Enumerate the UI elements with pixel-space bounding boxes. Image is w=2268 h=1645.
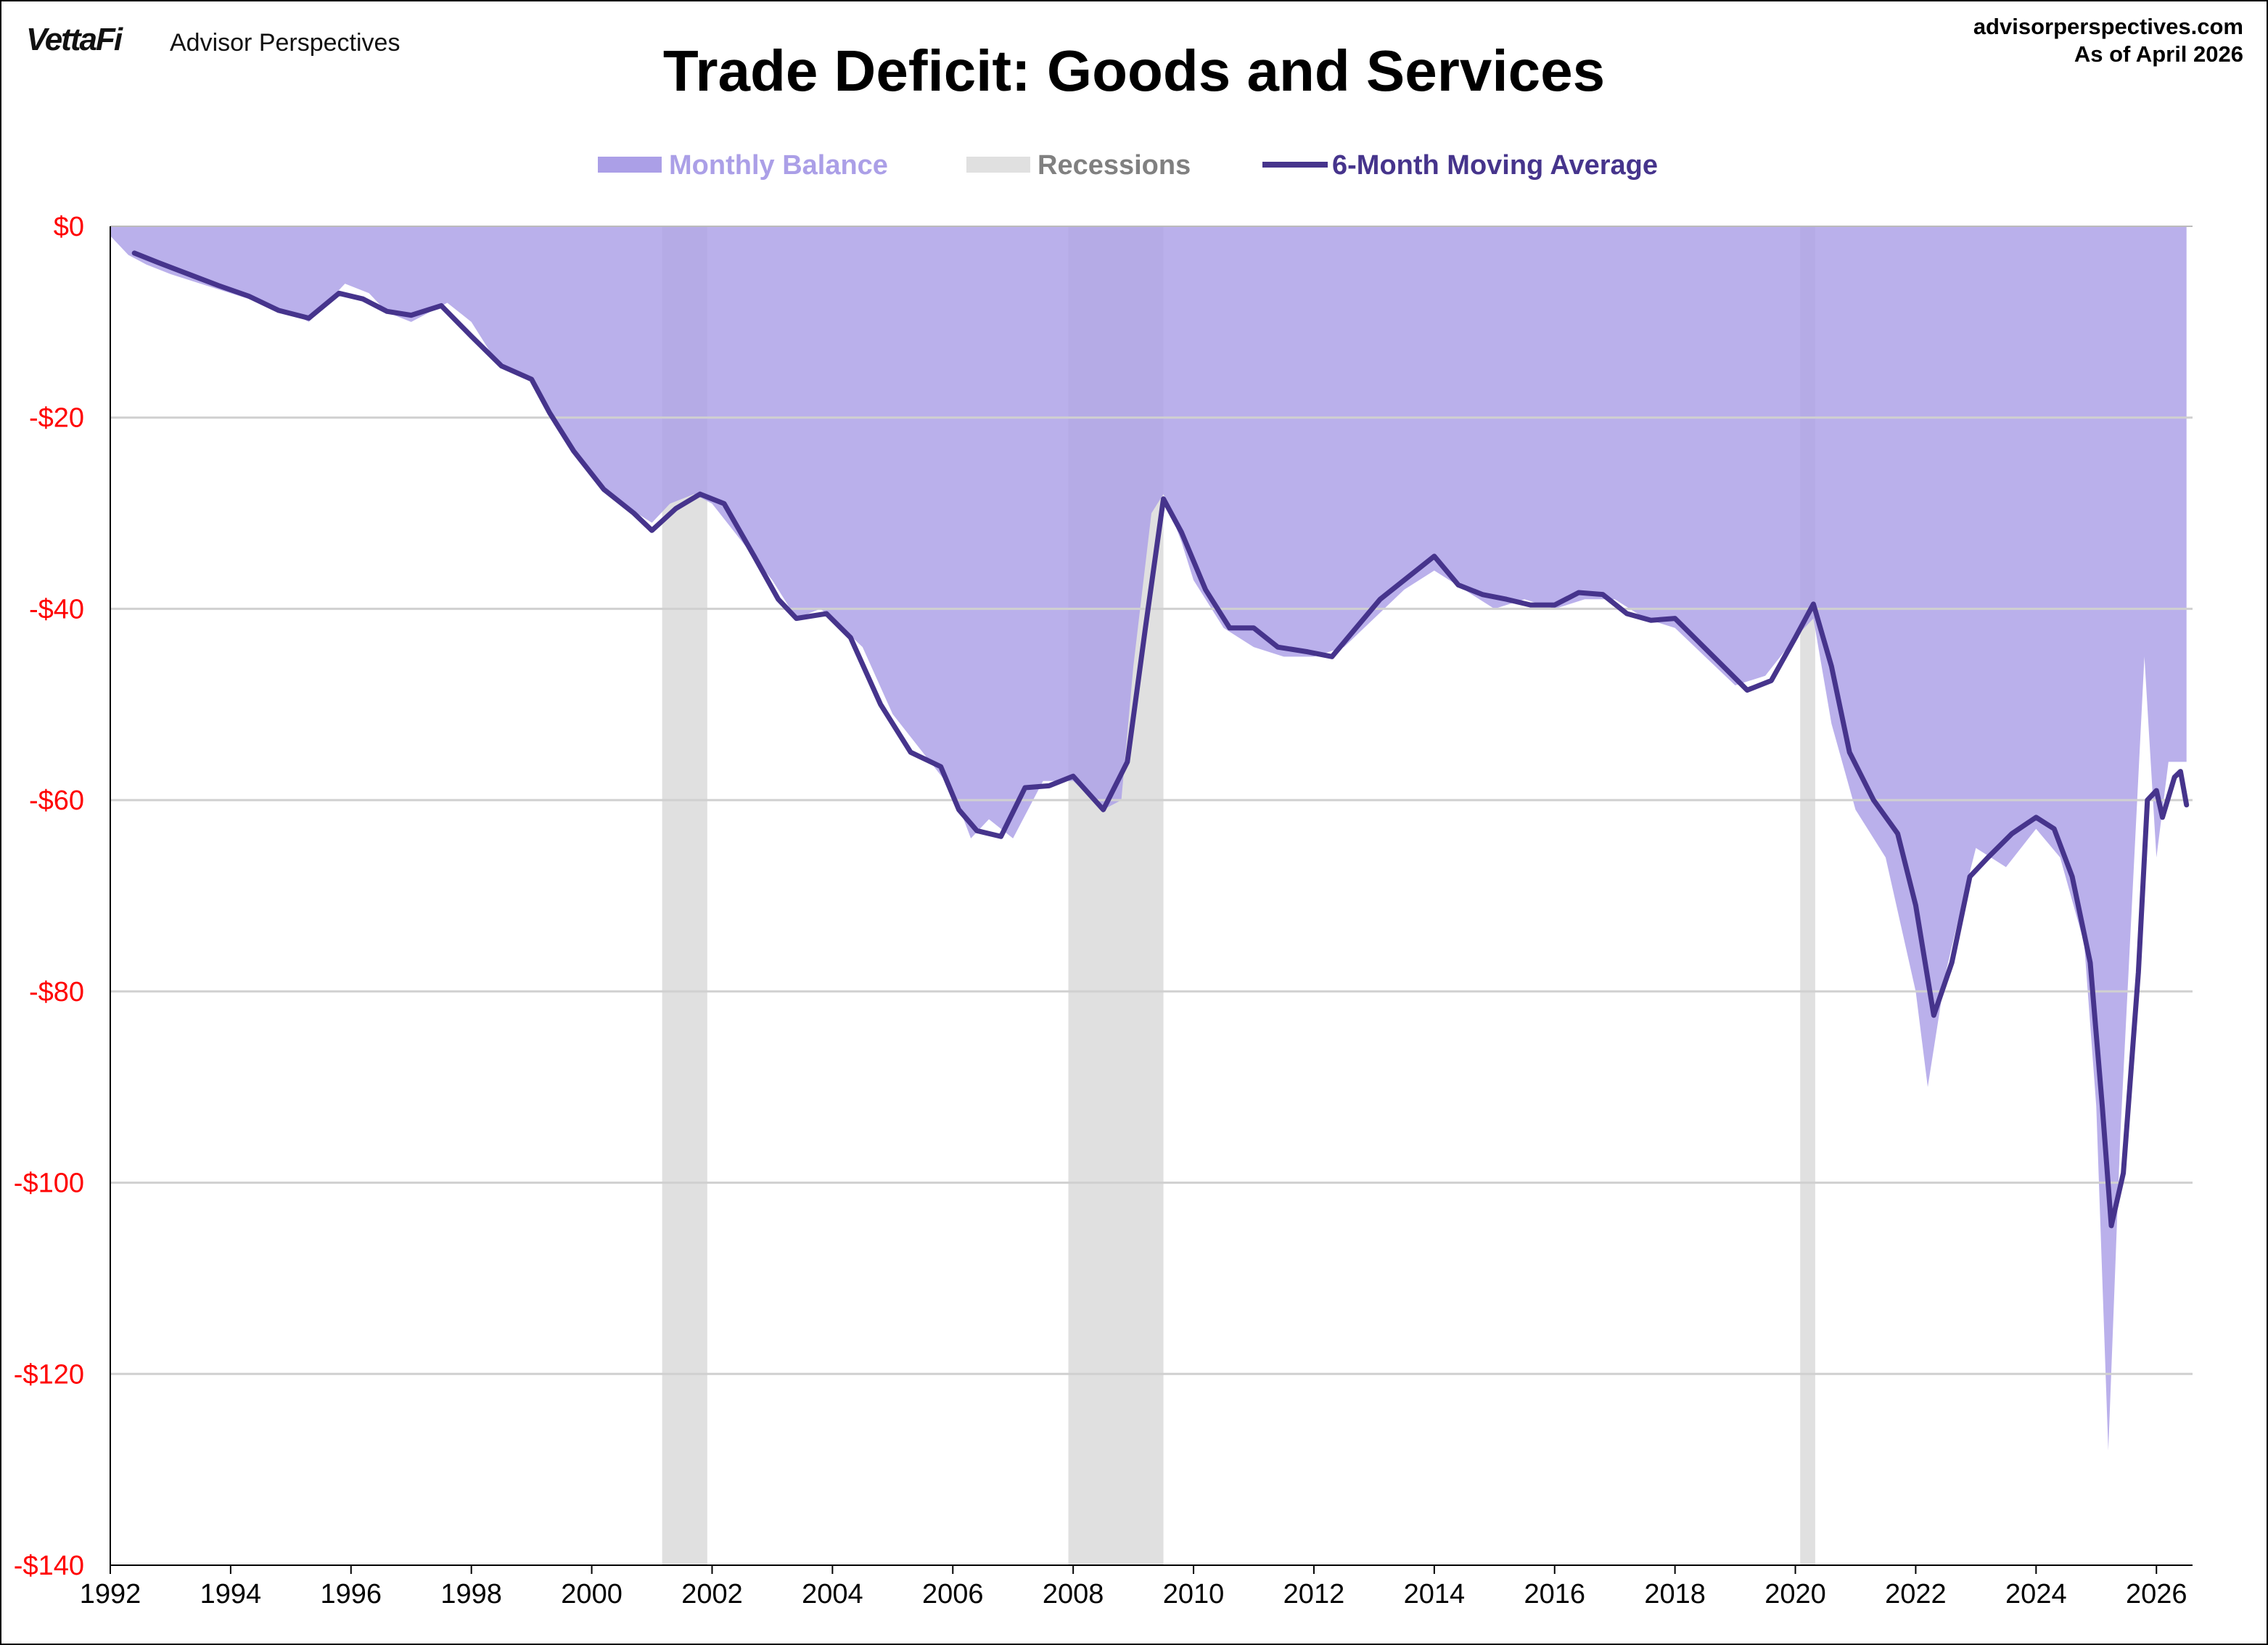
legend-swatch-monthly-balance: [598, 157, 662, 173]
legend-label-monthly-balance: Monthly Balance: [669, 150, 888, 181]
y-tick-label: $0: [54, 212, 84, 242]
source-info: advisorperspectives.com As of April 2026: [1973, 13, 2243, 68]
x-tick-label: 1996: [321, 1579, 382, 1609]
chart-title: Trade Deficit: Goods and Services: [662, 38, 1606, 103]
x-tick-label: 1992: [80, 1579, 141, 1609]
legend-swatch-recessions: [966, 157, 1030, 173]
legend: Monthly Balance Recessions 6-Month Movin…: [598, 150, 1658, 181]
site-url: advisorperspectives.com: [1973, 14, 2243, 39]
x-tick-label: 2012: [1283, 1579, 1345, 1609]
x-tick-label: 2022: [1885, 1579, 1947, 1609]
x-tick-label: 2004: [802, 1579, 863, 1609]
monthly-balance-area-layer: [110, 226, 2187, 1451]
x-tick-label: 2008: [1043, 1579, 1104, 1609]
x-tick-label: 2018: [1644, 1579, 1706, 1609]
y-tick-label: -$140: [14, 1551, 84, 1581]
x-tick-label: 2002: [681, 1579, 743, 1609]
legend-label-recessions: Recessions: [1038, 150, 1191, 181]
x-tick-label: 2026: [2126, 1579, 2187, 1609]
x-tick-label: 2006: [922, 1579, 984, 1609]
x-tick-label: 1998: [440, 1579, 502, 1609]
y-tick-label: -$120: [14, 1359, 84, 1390]
x-tick-label: 2014: [1404, 1579, 1466, 1609]
y-tick-labels: $0 -$20 -$40 -$60 -$80 -$100 -$120 -$140: [14, 212, 84, 1581]
x-tick-labels: 1992 1994 1996 1998 2000 2002 2004 2006 2008 2010…: [80, 1565, 2187, 1609]
y-tick-label: -$100: [14, 1168, 84, 1199]
monthly-balance-area: [110, 226, 2187, 1451]
vettafi-logo: VettaFi: [26, 22, 123, 57]
x-tick-label: 2016: [1524, 1579, 1585, 1609]
legend-label-moving-average: 6-Month Moving Average: [1332, 150, 1658, 181]
as-of-date: As of April 2026: [2074, 41, 2243, 67]
gridlines: [110, 226, 2193, 1375]
y-tick-label: -$80: [29, 977, 84, 1007]
moving-average-layer: [131, 250, 2190, 1229]
x-tick-label: 1994: [200, 1579, 262, 1609]
y-tick-label: -$60: [29, 786, 84, 816]
x-tick-label: 2000: [561, 1579, 623, 1609]
brand-name: Advisor Perspectives: [170, 29, 400, 57]
moving-average-line: [131, 250, 2190, 1229]
x-tick-label: 2010: [1163, 1579, 1225, 1609]
y-tick-label: -$20: [29, 403, 84, 434]
x-tick-label: 2024: [2005, 1579, 2067, 1609]
y-tick-label: -$40: [29, 594, 84, 624]
x-tick-label: 2020: [1764, 1579, 1826, 1609]
